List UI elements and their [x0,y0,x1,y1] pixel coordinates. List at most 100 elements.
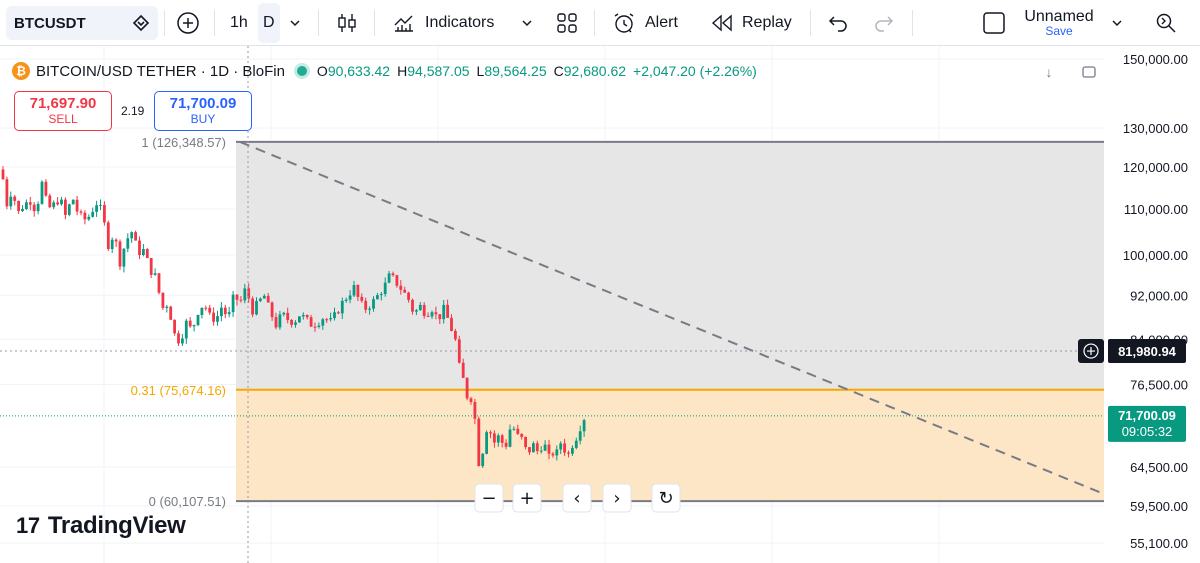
symbol-legend: ₿ BITCOIN/USD TETHER · 1D · BloFin O90,6… [12,60,764,82]
buy-price: 71,700.09 [169,95,237,113]
tradingview-logo[interactable]: 17 TradingView [16,512,186,540]
pane-arrow-down-button[interactable]: ↓ [1036,60,1062,84]
candle-body [512,428,516,430]
candle-body [212,312,215,322]
candle-body [44,181,48,196]
price-axis-tick: 130,000.00 [1123,121,1188,136]
legend-low: L89,564.25 [476,63,547,79]
indicators-button[interactable]: Indicators [392,0,494,46]
candle-body [360,296,364,301]
undo-button[interactable] [828,0,848,46]
last-price-label: 71,700.09 [1118,408,1176,423]
candle-body [227,312,231,315]
legend-change: +2,047.20 (+2.26%) [633,63,757,79]
rewind-icon [711,14,732,32]
candle-body [208,307,212,313]
plus-circle-icon [177,12,199,34]
price-chart[interactable]: 1 (126,348.57) 0.31 (75,674.16) 0 (60,107.… [0,46,1200,563]
candle-body [379,294,383,296]
layout-checkbox[interactable] [982,0,1006,46]
symbol-search[interactable]: BTCUSDT [6,6,158,40]
candle-body [434,312,438,315]
candle-body [551,453,555,456]
candle-body [192,325,196,327]
undo-icon [828,16,847,32]
candle-body [114,239,118,242]
candle-body [473,401,477,419]
tradingview-logo-icon: 17 [16,513,40,538]
candle-body [582,420,586,432]
sell-label: SELL [48,111,78,126]
zoom-in-button[interactable]: + [512,483,542,513]
price-axis-tick: 59,500.00 [1130,499,1188,514]
candle-body [411,299,414,312]
price-axis-tick: 110,000.00 [1124,202,1188,217]
save-label: Save [1045,24,1073,39]
layout-name-save[interactable]: Unnamed Save [1020,0,1098,46]
interval-dropdown[interactable] [288,0,302,46]
candle-body [130,232,134,239]
price-axis[interactable]: 150,000.00 130,000.00 120,000.00 110,000.00… [1078,46,1200,563]
toolbar-divider [214,10,215,36]
candle-body [578,431,582,441]
candle-body [294,322,297,325]
sell-price: 71,697.90 [29,95,97,113]
interval-d-button[interactable]: D [258,3,280,43]
reset-chart-button[interactable]: ↻ [651,483,681,513]
layout-dropdown[interactable] [1110,0,1124,46]
candle-body [270,302,274,318]
candle-body [368,308,371,310]
buy-button[interactable]: 71,700.09 BUY [154,91,252,131]
candle-body [333,312,336,319]
price-axis-tick: 100,000.00 [1123,248,1188,263]
candle-body [118,241,122,267]
market-status-icon[interactable] [296,66,307,76]
buy-label: BUY [190,111,216,126]
candle-body [387,273,391,283]
redo-button[interactable] [874,0,894,46]
candle-body [317,325,321,327]
candle-body [372,299,375,309]
toolbar-divider [164,10,165,36]
candle-body [223,307,227,315]
chart-type-button[interactable] [336,0,358,46]
scroll-right-button[interactable]: › [602,483,632,513]
candle-body [216,316,219,322]
toolbar-divider [912,10,913,36]
candle-body [465,377,469,399]
candle-body [500,435,504,443]
replay-label: Replay [742,14,792,31]
candle-body [418,304,422,311]
candle-body [493,433,496,443]
candle-body [485,432,488,454]
candle-body [567,452,570,454]
candle-body [122,248,126,267]
zoom-out-button-bg [474,483,504,513]
quick-search-button[interactable] [1154,0,1178,46]
indicators-dropdown[interactable] [520,0,534,46]
candle-body [188,320,192,327]
zoom-in-icon: + [519,488,534,509]
layouts-button[interactable] [556,0,578,46]
legend-title[interactable]: BITCOIN/USD TETHER · 1D · BloFin [36,62,285,80]
interval-1h-button[interactable]: 1h [230,0,248,46]
candle-body [543,444,547,451]
candle-body [157,273,161,293]
scroll-left-button[interactable]: ‹ [562,483,592,513]
candle-body [301,314,305,317]
candle-body [251,298,254,315]
pane-maximize-button[interactable] [1076,60,1102,84]
alert-button[interactable]: Alert [612,0,678,46]
scroll-left-icon: ‹ [573,488,580,509]
compare-button[interactable] [176,0,200,46]
replay-button[interactable]: Replay [710,0,792,46]
price-axis-tick: 92,000.00 [1130,288,1188,303]
sell-button[interactable]: 71,697.90 SELL [14,91,112,131]
chart-nav-controls[interactable]: − + ‹ › ↻ [474,483,681,513]
candle-body [313,326,317,328]
candle-body [391,273,395,276]
zoom-out-button[interactable]: − [474,483,504,513]
crosshair-plus-icon [1078,339,1104,364]
candle-body [145,249,149,258]
fib-retracement[interactable]: 1 (126,348.57) 0.31 (75,674.16) 0 (60,107.… [131,135,1105,509]
